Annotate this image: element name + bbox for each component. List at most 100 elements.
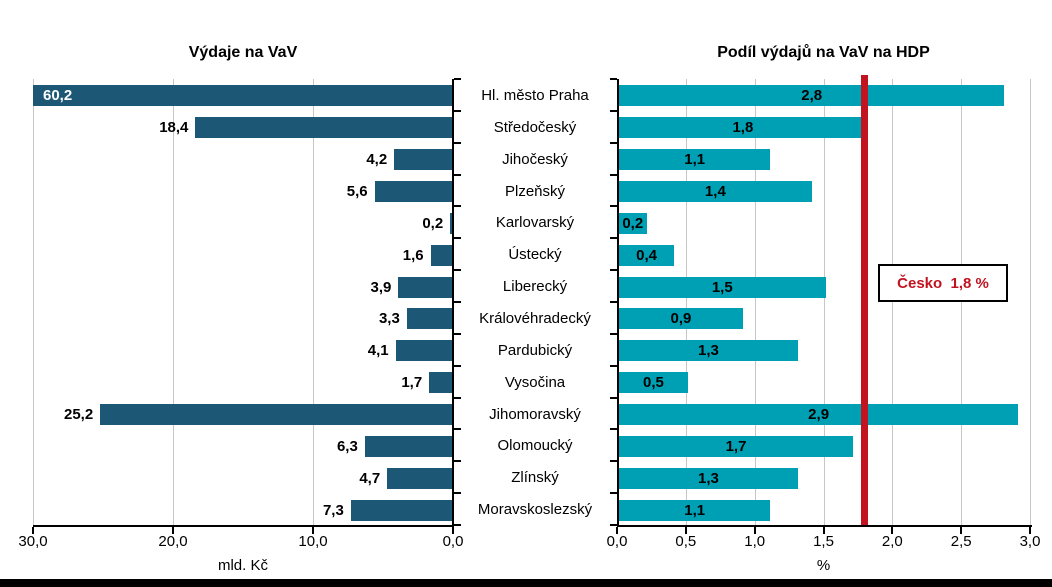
left-category-tick bbox=[454, 524, 461, 526]
right-bar-11 bbox=[619, 435, 854, 457]
right-bar-value-label: 1,3 bbox=[698, 469, 719, 487]
left-category-tick bbox=[454, 237, 461, 240]
gridline bbox=[685, 79, 687, 525]
right-x-tick-label: 0,0 bbox=[606, 533, 628, 550]
cesko-annotation-label: Česko 1,8 % bbox=[897, 274, 989, 292]
right-x-tick-label: 2,5 bbox=[950, 533, 972, 550]
left-bar-value-label: 3,3 bbox=[378, 310, 400, 328]
gridline bbox=[823, 79, 825, 525]
left-x-axis bbox=[33, 525, 454, 527]
left-x-tick bbox=[452, 527, 454, 534]
category-label-5: Ústecký bbox=[508, 246, 562, 264]
right-bar-value-label: 1,3 bbox=[698, 342, 719, 360]
left-bar-value-label: 25,2 bbox=[64, 406, 94, 423]
right-category-tick bbox=[610, 301, 617, 303]
left-bar-3 bbox=[374, 181, 453, 202]
left-bar-value-label: 7,3 bbox=[322, 501, 344, 519]
right-bar-value-label: 1,8 bbox=[732, 119, 754, 137]
right-category-tick bbox=[610, 109, 617, 112]
right-x-tick bbox=[1029, 527, 1031, 534]
right-bar-value-label: 2,8 bbox=[801, 87, 823, 105]
right-category-tick bbox=[610, 141, 617, 144]
right-bar-value-label: 0,4 bbox=[636, 246, 657, 264]
left-category-axis bbox=[452, 79, 454, 525]
right-bar-value-label: 1,7 bbox=[725, 437, 747, 455]
left-bar-value-label: 6,3 bbox=[336, 437, 358, 455]
gridline bbox=[892, 79, 894, 525]
left-category-tick bbox=[454, 364, 461, 367]
right-category-tick bbox=[610, 396, 617, 399]
right-bar-value-label: 1,1 bbox=[684, 151, 706, 169]
right-bar-8 bbox=[619, 340, 798, 362]
right-bar-value-label: 0,2 bbox=[622, 214, 644, 232]
right-chart-title: Podíl výdajů na VaV na HDP bbox=[717, 44, 930, 61]
left-bar-5 bbox=[430, 244, 453, 266]
category-label-1: Středočeský bbox=[493, 118, 577, 136]
left-bar-10 bbox=[100, 404, 453, 425]
left-bar-value-label: 18,4 bbox=[159, 119, 189, 137]
left-bar-value-label: 3,9 bbox=[370, 278, 392, 296]
right-category-axis bbox=[617, 79, 619, 525]
right-category-tick bbox=[610, 173, 617, 176]
left-x-tick-label: 0,0 bbox=[442, 533, 464, 550]
right-bar-value-label: 1,1 bbox=[684, 501, 706, 519]
category-label-3: Plzeňský bbox=[504, 182, 566, 200]
left-category-tick bbox=[454, 141, 461, 144]
gridline bbox=[313, 79, 314, 525]
right-category-tick bbox=[610, 460, 617, 463]
left-x-tick bbox=[312, 527, 314, 534]
right-x-tick bbox=[684, 527, 687, 534]
category-label-4: Karlovarský bbox=[495, 214, 575, 232]
left-bar-value-label: 5,6 bbox=[346, 183, 368, 200]
right-bar-value-label: 1,5 bbox=[711, 278, 733, 296]
category-label-13: Moravskoslezský bbox=[477, 501, 593, 519]
right-x-axis bbox=[617, 525, 1032, 527]
right-x-tick bbox=[753, 527, 756, 534]
gridline bbox=[33, 79, 34, 525]
left-bar-8 bbox=[395, 340, 453, 362]
left-category-tick bbox=[454, 396, 461, 399]
right-bar-13 bbox=[619, 499, 771, 521]
left-x-tick bbox=[32, 527, 34, 534]
left-bar-13 bbox=[350, 499, 453, 521]
left-category-tick bbox=[454, 301, 461, 303]
right-bar-12 bbox=[619, 467, 798, 489]
right-x-tick bbox=[960, 527, 963, 534]
left-category-tick bbox=[454, 205, 461, 208]
left-bar-11 bbox=[364, 435, 453, 457]
right-plot-area: 2,8 1,8 1,1 1,4 0,2 0,4 1,5 0,9 1,3 0,5 2,9 1,7 1,3 1… bbox=[617, 79, 1031, 525]
category-label-7: Královéhradecký bbox=[479, 310, 591, 327]
gridline bbox=[173, 79, 174, 525]
category-label-12: Zlínský bbox=[511, 469, 559, 487]
right-bar-6 bbox=[619, 276, 826, 298]
gridline bbox=[754, 79, 756, 525]
right-bar-7 bbox=[619, 308, 743, 330]
right-bar-0 bbox=[619, 85, 1005, 107]
right-x-tick-label: 1,0 bbox=[744, 533, 766, 550]
left-bar-value-label: 0,2 bbox=[422, 214, 444, 232]
gridline bbox=[1030, 79, 1031, 525]
right-bar-9 bbox=[619, 372, 688, 394]
left-bar-value-label: 60,2 bbox=[43, 87, 73, 105]
reference-line-cesko bbox=[861, 75, 868, 525]
left-chart-title: Výdaje na VaV bbox=[188, 44, 298, 61]
right-bar-value-label: 0,5 bbox=[642, 374, 664, 392]
right-x-tick-label: 2,0 bbox=[881, 533, 903, 550]
right-category-tick bbox=[610, 78, 617, 80]
left-bar-4 bbox=[450, 212, 453, 234]
gridline bbox=[961, 79, 963, 525]
right-bar-4 bbox=[619, 212, 647, 234]
right-category-tick bbox=[610, 237, 617, 240]
right-category-tick bbox=[610, 428, 617, 431]
left-category-tick bbox=[454, 492, 461, 495]
category-label-0: Hl. město Praha bbox=[481, 87, 589, 104]
left-x-tick-label: 20,0 bbox=[158, 533, 188, 550]
right-axis-caption: % bbox=[816, 557, 831, 574]
right-category-tick bbox=[610, 364, 617, 367]
left-category-tick bbox=[454, 109, 461, 112]
right-x-tick-label: 1,5 bbox=[813, 533, 834, 550]
right-category-tick bbox=[610, 332, 617, 335]
left-bar-7 bbox=[406, 308, 453, 330]
right-x-tick bbox=[616, 527, 618, 534]
